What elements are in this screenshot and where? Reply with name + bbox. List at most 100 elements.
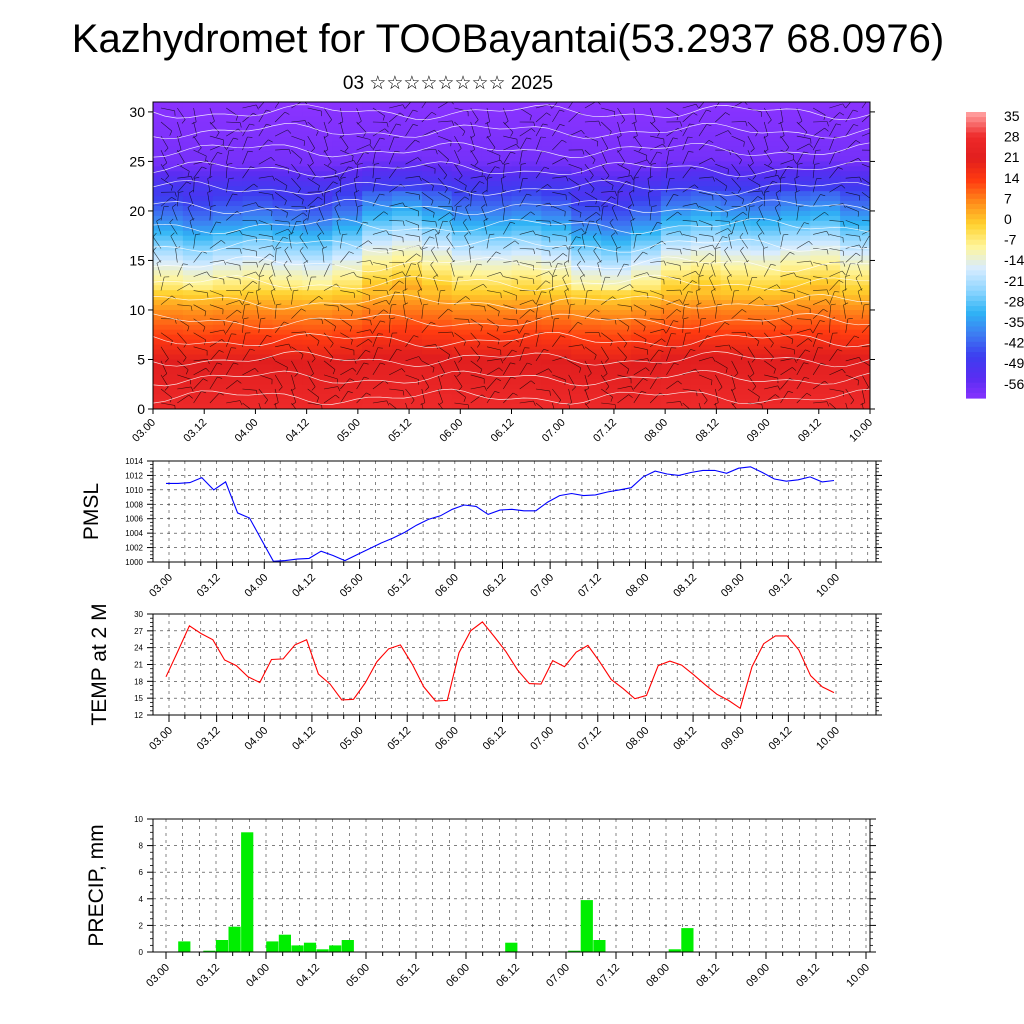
wind-barb: [323, 181, 334, 193]
wind-barb-flag: [174, 191, 177, 197]
temperature-cell: [571, 265, 602, 271]
wind-barb-flag: [496, 378, 502, 382]
temperature-cell: [153, 186, 184, 192]
temperature-cell: [182, 260, 214, 266]
temperature-cell: [302, 309, 333, 316]
temperature-cell: [840, 111, 870, 118]
wind-barb-flag: [204, 339, 206, 345]
y-tick-label: 1002: [125, 544, 143, 553]
temperature-cell: [541, 131, 572, 138]
wind-barb-flag: [287, 129, 292, 134]
wind-barb: [323, 136, 329, 150]
temperature-cell: [392, 201, 423, 207]
temperature-cell: [182, 384, 214, 390]
temperature-cell: [242, 210, 274, 217]
wind-barb-flag: [847, 318, 853, 320]
wind-barb-flag: [271, 356, 276, 361]
temperature-cell: [242, 166, 274, 172]
temperature-cell: [720, 324, 752, 331]
temperature-cell: [362, 116, 393, 123]
x-tick-label: 08.12: [671, 572, 699, 600]
temperature-cell: [571, 176, 602, 182]
wind-barb: [437, 388, 443, 403]
temperature-cell: [511, 181, 542, 187]
wind-barb-flag: [855, 140, 861, 144]
wind-barb-flag: [297, 414, 300, 418]
contour-line: [153, 179, 870, 196]
temperature-cell: [571, 131, 602, 138]
colorbar-segment: [966, 382, 986, 389]
wind-barb: [193, 271, 207, 277]
wind-barb-flag: [876, 150, 877, 155]
wind-barb-flag: [422, 247, 428, 249]
wind-barb-flag: [153, 232, 157, 238]
temperature-cell: [421, 270, 453, 276]
wind-barb: [709, 277, 716, 291]
temperature-cell: [660, 146, 692, 153]
wind-barb-flag: [582, 344, 585, 350]
temperature-cell: [242, 240, 274, 247]
wind-barb-flag: [303, 218, 308, 222]
temperature-cell: [481, 379, 513, 385]
temperature-cell: [601, 111, 632, 118]
wind-barb: [568, 130, 582, 137]
temperature-cell: [153, 389, 184, 395]
temperature-cell: [571, 136, 602, 143]
wind-barb-flag: [464, 185, 467, 191]
wind-barb-flag: [656, 151, 662, 154]
temperature-cell: [481, 225, 513, 232]
wind-barb-flag: [761, 404, 763, 409]
temperature-cell: [840, 314, 870, 321]
wind-barb-flag: [480, 326, 483, 332]
temperature-cell: [571, 394, 602, 400]
temperature-cell: [421, 404, 453, 409]
wind-barb-flag: [357, 205, 363, 207]
wind-barb: [438, 120, 453, 123]
wind-barb: [486, 391, 495, 404]
temperature-cell: [212, 309, 244, 316]
temperature-cell: [780, 146, 811, 153]
wind-barb: [486, 290, 501, 294]
temperature-cell: [182, 339, 214, 346]
temperature-cell: [601, 201, 632, 207]
wind-barb-flag: [839, 112, 845, 116]
wind-barb-flag: [178, 191, 184, 193]
temperature-cell: [481, 384, 513, 390]
wind-barb-flag: [727, 274, 732, 278]
temperature-cell: [571, 309, 602, 316]
temperature-cell: [571, 111, 602, 118]
temperature-cell: [302, 314, 333, 321]
wind-barb-flag: [186, 181, 192, 185]
wind-barb-flag: [402, 220, 405, 226]
wind-barb: [763, 346, 774, 358]
wind-barb: [775, 193, 781, 207]
temperature-cell: [690, 295, 722, 301]
temperature-cell: [481, 126, 513, 133]
temperature-cell: [780, 329, 811, 336]
wind-barb: [430, 264, 439, 277]
temperature-cell: [631, 260, 662, 266]
wind-barb: [454, 191, 469, 193]
temperature-cell: [840, 255, 870, 262]
wind-barb-flag: [370, 260, 373, 266]
temperature-cell: [750, 285, 781, 291]
temperature-cell: [780, 131, 811, 138]
wind-barb: [421, 374, 430, 388]
wind-barb: [633, 166, 642, 179]
temperature-cell: [810, 324, 841, 331]
temperature-cell: [810, 126, 841, 133]
wind-barb: [258, 124, 267, 137]
temperature-cell: [362, 300, 393, 306]
wind-barb-flag: [657, 222, 663, 224]
temperature-cell: [571, 260, 602, 266]
x-tick-label: 09.12: [794, 962, 822, 990]
wind-barb: [829, 261, 844, 263]
temperature-cell: [541, 324, 572, 331]
temperature-cell: [242, 186, 274, 192]
wind-barb: [628, 207, 635, 221]
wind-barb: [742, 221, 749, 235]
wind-barb-flag: [301, 308, 306, 312]
temperature-cell: [451, 146, 483, 153]
temperature-cell: [511, 161, 542, 167]
wind-barb-flag: [337, 306, 339, 312]
